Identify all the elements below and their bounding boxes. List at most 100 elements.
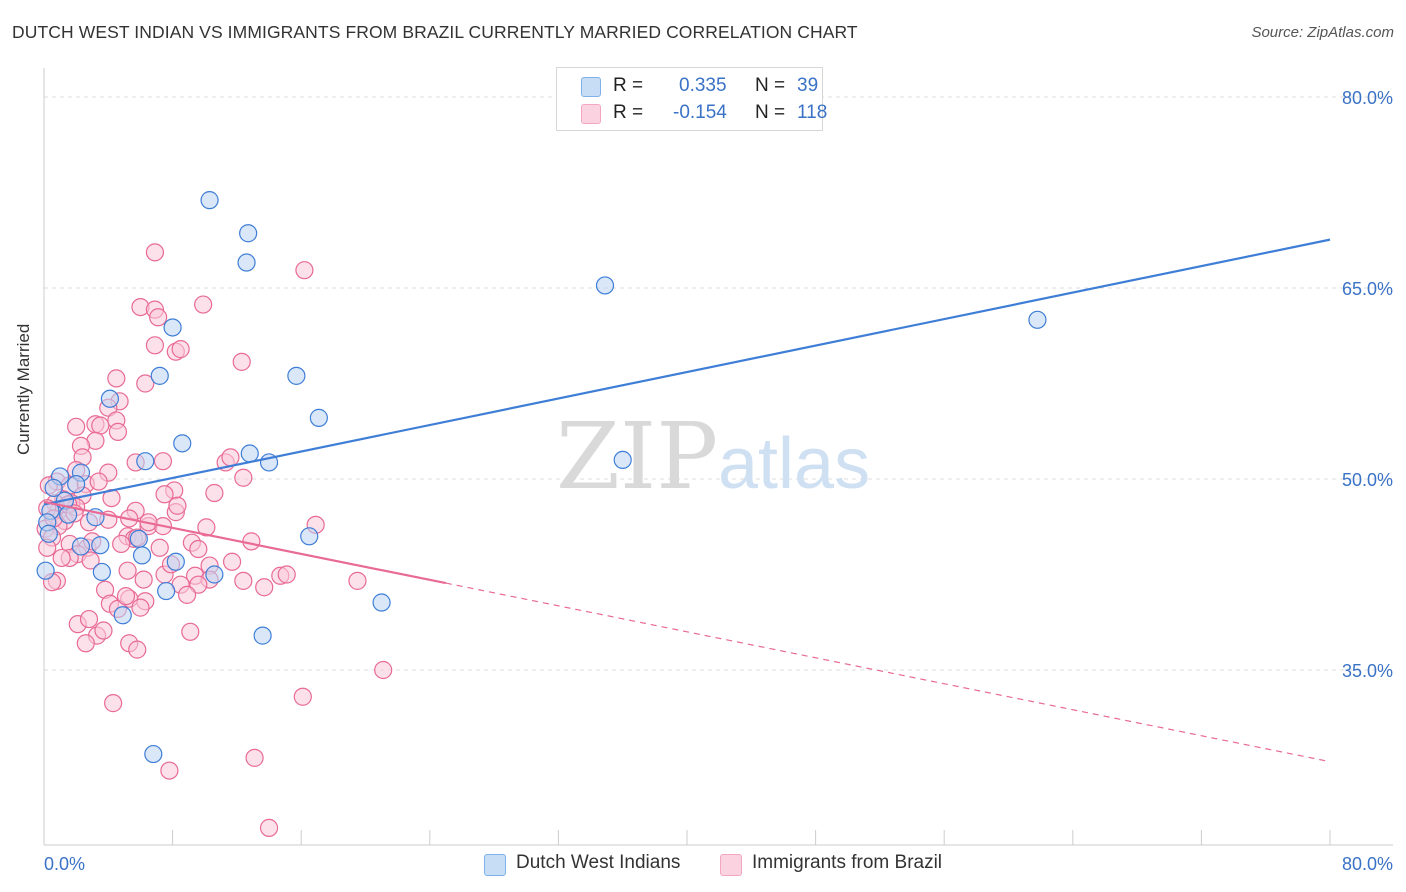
point-immigrants-from-brazil xyxy=(118,561,137,580)
point-immigrants-from-brazil xyxy=(259,818,279,837)
point-immigrants-from-brazil xyxy=(52,548,71,568)
point-immigrants-from-brazil xyxy=(76,634,95,653)
correlation-legend: R = 0.335 N = 39 R = -0.154 N = 118 xyxy=(556,67,827,131)
point-immigrants-from-brazil xyxy=(104,694,123,713)
legend-swatch-pink xyxy=(581,104,601,124)
point-dutch-west-indians xyxy=(36,561,55,580)
point-dutch-west-indians xyxy=(150,366,169,385)
x-tick-label: 0.0% xyxy=(44,854,85,874)
point-immigrants-from-brazil xyxy=(245,748,264,767)
point-immigrants-from-brazil xyxy=(221,448,240,467)
point-dutch-west-indians xyxy=(144,744,163,764)
watermark-zip: ZIP xyxy=(556,403,718,510)
trend-lines xyxy=(43,238,1331,763)
point-immigrants-from-brazil xyxy=(234,468,253,487)
bottom-legend-label: Dutch West Indians xyxy=(516,852,681,873)
y-tick-label: 65.0% xyxy=(1342,279,1393,299)
point-immigrants-from-brazil xyxy=(131,598,150,617)
point-immigrants-from-brazil xyxy=(189,575,208,594)
legend-n-label: N = xyxy=(755,102,786,123)
point-immigrants-from-brazil xyxy=(255,578,274,597)
point-dutch-west-indians xyxy=(136,452,155,471)
point-dutch-west-indians xyxy=(163,318,182,337)
point-immigrants-from-brazil xyxy=(81,551,100,570)
point-immigrants-from-brazil xyxy=(160,761,179,780)
series-dutch-west-indians xyxy=(36,191,1047,764)
point-immigrants-from-brazil xyxy=(67,417,86,436)
axes xyxy=(43,68,1393,846)
point-immigrants-from-brazil xyxy=(153,452,173,471)
x-tick-label: 80.0% xyxy=(1342,854,1393,874)
point-immigrants-from-brazil xyxy=(277,565,296,584)
bottom-legend-swatch-blue xyxy=(484,854,506,876)
legend-n-label: N = xyxy=(755,75,786,96)
point-dutch-west-indians xyxy=(613,450,632,469)
legend-r-value: -0.154 xyxy=(673,102,727,123)
point-dutch-west-indians xyxy=(200,191,219,210)
y-tick-label: 35.0% xyxy=(1342,661,1393,681)
tick-labels: 80.0% 65.0% 50.0% 35.0% 0.0% 80.0% xyxy=(44,88,1393,874)
point-immigrants-from-brazil xyxy=(128,640,147,659)
point-immigrants-from-brazil xyxy=(194,295,213,314)
watermark-atlas: atlas xyxy=(718,424,870,504)
point-dutch-west-indians xyxy=(92,562,111,582)
point-dutch-west-indians xyxy=(91,536,110,555)
point-dutch-west-indians xyxy=(166,552,185,571)
point-dutch-west-indians xyxy=(287,366,306,385)
point-immigrants-from-brazil xyxy=(134,570,153,589)
point-immigrants-from-brazil xyxy=(116,587,136,606)
point-dutch-west-indians xyxy=(157,581,176,601)
point-dutch-west-indians xyxy=(237,253,256,272)
y-axis-label: Currently Married xyxy=(14,323,33,455)
bottom-legend-label: Immigrants from Brazil xyxy=(752,852,943,873)
point-dutch-west-indians xyxy=(240,444,259,463)
point-immigrants-from-brazil xyxy=(145,243,165,262)
point-dutch-west-indians xyxy=(100,389,120,408)
point-immigrants-from-brazil xyxy=(112,534,131,554)
point-immigrants-from-brazil xyxy=(91,416,110,435)
point-immigrants-from-brazil xyxy=(168,496,187,515)
point-immigrants-from-brazil xyxy=(79,609,99,629)
legend-n-value: 118 xyxy=(797,102,828,123)
point-dutch-west-indians xyxy=(173,434,192,453)
point-dutch-west-indians xyxy=(129,529,148,548)
y-tick-label: 50.0% xyxy=(1342,470,1393,490)
point-immigrants-from-brazil xyxy=(136,374,155,393)
point-immigrants-from-brazil xyxy=(107,369,126,388)
point-dutch-west-indians xyxy=(300,527,319,546)
bottom-legend-swatch-pink xyxy=(720,854,742,876)
point-immigrants-from-brazil xyxy=(177,585,197,604)
point-immigrants-from-brazil xyxy=(108,422,128,441)
point-immigrants-from-brazil xyxy=(293,687,312,706)
point-immigrants-from-brazil xyxy=(171,340,190,359)
point-dutch-west-indians xyxy=(71,537,91,556)
point-immigrants-from-brazil xyxy=(374,660,393,680)
point-dutch-west-indians xyxy=(1028,310,1047,329)
point-immigrants-from-brazil xyxy=(149,308,168,327)
point-dutch-west-indians xyxy=(39,524,58,543)
trend-line-dutch-west-indians xyxy=(43,238,1331,506)
point-immigrants-from-brazil xyxy=(189,539,208,559)
trend-line-immigrants-from-brazil xyxy=(43,500,447,585)
point-immigrants-from-brazil xyxy=(181,622,200,641)
point-dutch-west-indians xyxy=(205,565,224,584)
point-immigrants-from-brazil xyxy=(232,352,251,371)
legend-r-value: 0.335 xyxy=(679,75,727,96)
legend-n-value: 39 xyxy=(797,75,819,96)
chart-title: DUTCH WEST INDIAN VS IMMIGRANTS FROM BRA… xyxy=(12,22,858,42)
point-immigrants-from-brazil xyxy=(94,621,113,640)
point-immigrants-from-brazil xyxy=(197,518,216,537)
point-dutch-west-indians xyxy=(372,593,391,612)
point-dutch-west-indians xyxy=(44,478,63,498)
point-immigrants-from-brazil xyxy=(295,261,314,280)
point-dutch-west-indians xyxy=(253,626,272,645)
point-immigrants-from-brazil xyxy=(205,483,224,503)
point-dutch-west-indians xyxy=(132,546,152,565)
point-dutch-west-indians xyxy=(595,276,615,295)
point-immigrants-from-brazil xyxy=(145,336,165,355)
point-immigrants-from-brazil xyxy=(150,538,169,557)
trend-line-immigrants-from-brazil-extension xyxy=(445,582,1331,763)
point-immigrants-from-brazil xyxy=(234,571,253,590)
legend-swatch-blue xyxy=(581,77,601,97)
